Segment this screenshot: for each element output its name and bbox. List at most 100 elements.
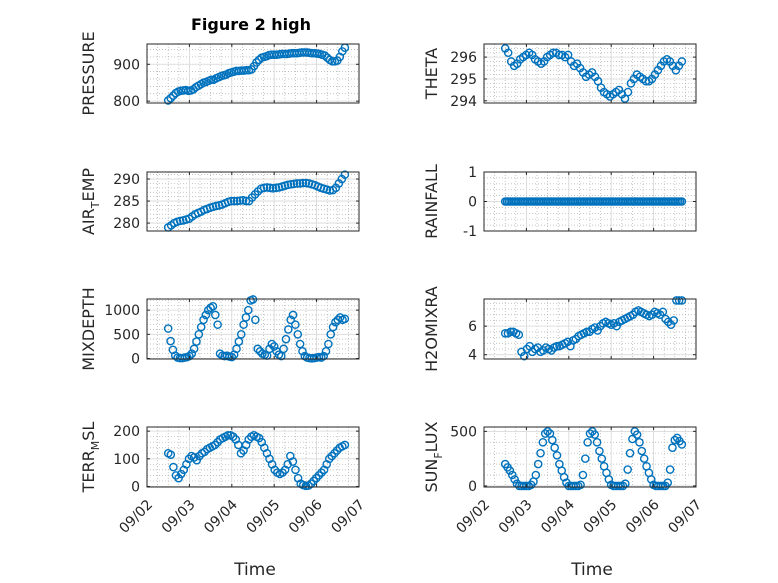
y-tick-label: 294 [450,94,477,110]
data-point [281,334,291,344]
data-point [236,330,246,339]
axes-box [483,426,697,488]
panel-rainfall: -1 0 1 RAINFALL [422,164,697,240]
data-point [677,57,687,66]
data-point [592,437,602,447]
data-point [550,443,559,453]
y-tick-label: 900 [113,57,140,73]
data-point [295,339,305,349]
data-point [262,183,272,192]
data-point [236,448,246,458]
data-point [244,435,254,444]
data-point [580,454,590,463]
series-points [500,296,687,361]
data-point [201,310,211,320]
data-point [270,465,280,475]
data-point [311,473,321,483]
y-axis-label-part: AIR [79,208,98,235]
data-point [666,320,676,330]
data-point [232,344,241,354]
data-point [211,310,220,320]
y-axis-label: THETA [422,48,441,100]
data-point [321,346,331,356]
y-tick-label: 4 [468,348,477,364]
data-point [229,196,239,206]
data-point [326,330,336,339]
data-point [234,337,244,346]
y-tick-label: 500 [450,424,477,440]
y-axis-label-part: LUX [422,421,441,452]
axes-box [146,43,360,104]
data-point [540,429,550,438]
data-point [327,57,337,66]
data-point [618,481,628,491]
data-point [320,51,329,60]
y-axis-label-part: SL [79,422,98,441]
data-point [291,320,300,329]
data-point [175,216,185,226]
data-point [503,48,513,58]
data-point [289,179,299,189]
data-point [670,435,680,445]
data-point [286,180,296,189]
y-tick-label: 280 [113,216,140,232]
data-point [552,341,562,351]
data-point [646,475,656,484]
data-point [200,447,209,457]
y-axis-label-subscript: T [89,201,102,209]
y-axis-label: RAINFALL [422,164,441,239]
y-tick-label: 0 [131,479,140,495]
data-point [612,321,621,331]
data-point [623,465,632,474]
data-point [519,351,529,361]
data-point [276,351,286,361]
data-point [616,481,625,491]
data-point [632,430,642,439]
data-point [309,476,318,486]
figure-title: Figure 2 high [191,15,311,34]
y-tick-label: 1000 [104,303,140,319]
data-point [563,337,573,347]
data-point [677,440,687,449]
data-point [548,435,557,445]
y-tick-label: 6 [468,319,477,335]
data-point [166,450,176,459]
data-point [625,448,635,458]
panel-pressure: 800 900 PRESSURE [79,31,360,116]
data-point [543,427,552,436]
data-point [583,437,592,447]
data-point [206,75,216,85]
data-point [284,325,293,334]
data-point [185,351,194,361]
data-point [578,470,588,480]
data-point [665,465,675,474]
data-point [340,170,350,179]
data-point [536,448,545,458]
data-point [340,440,350,450]
y-tick-label: 0 [468,195,477,211]
data-point [658,307,668,317]
data-point [259,183,269,193]
data-point [267,339,277,349]
data-point [533,459,543,469]
y-tick-label: 1 [468,165,477,181]
data-point [269,342,279,351]
data-point [340,314,350,324]
data-point [208,301,218,311]
data-point [291,465,300,475]
data-point [332,446,342,455]
series-points [500,197,687,206]
data-point [251,315,260,325]
data-point [319,351,328,361]
data-point [168,91,178,100]
data-point [268,183,278,193]
data-point [635,437,644,447]
data-point [623,87,633,97]
data-point [163,96,173,105]
data-point [239,320,248,329]
data-point [283,180,293,190]
axes-box [146,426,360,488]
series-points [163,170,350,232]
data-point [510,475,519,484]
data-point [265,183,275,193]
